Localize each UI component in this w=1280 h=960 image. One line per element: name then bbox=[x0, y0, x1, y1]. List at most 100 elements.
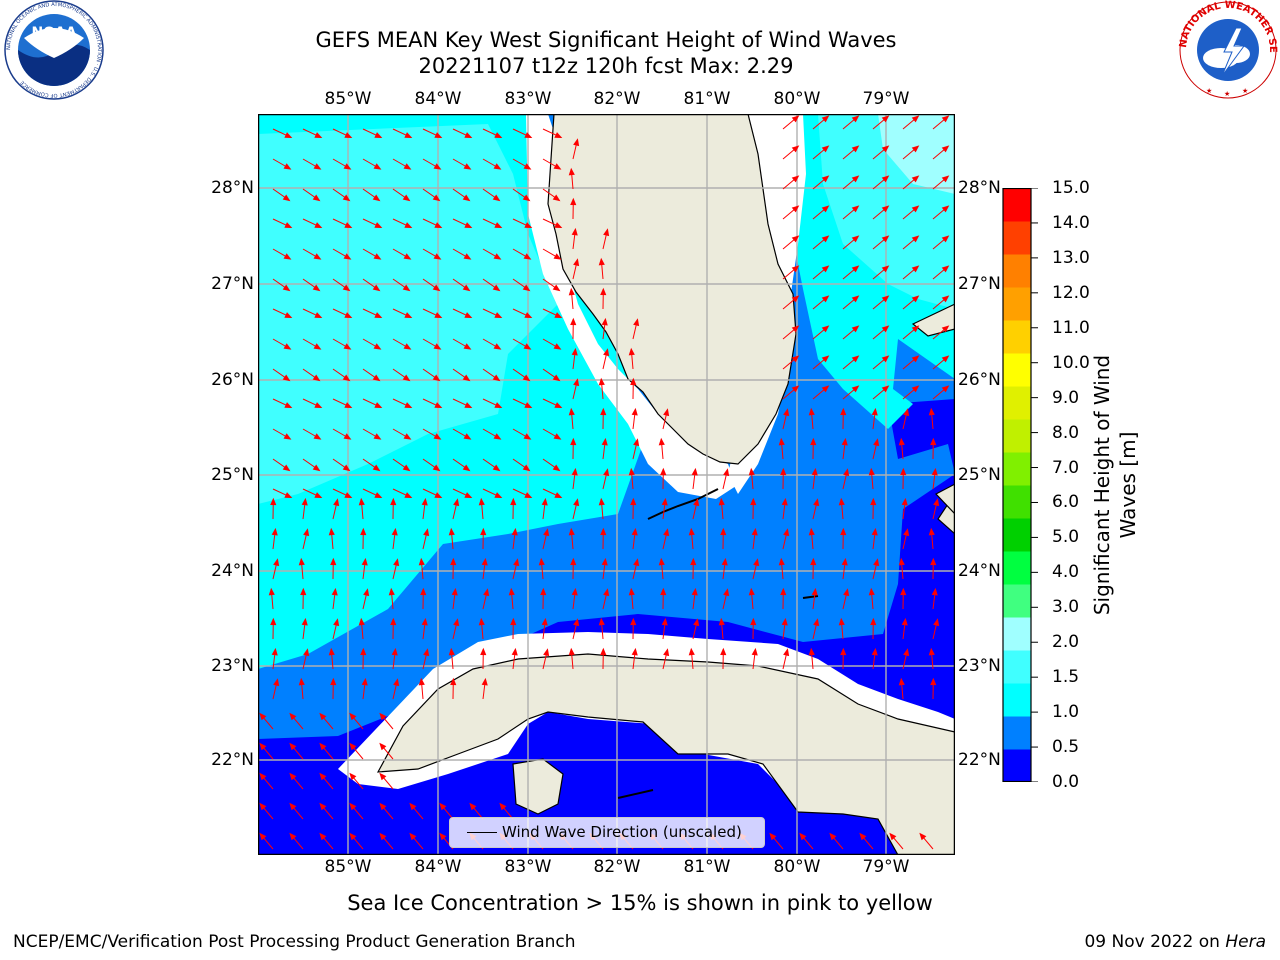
wave-direction-arrow bbox=[512, 278, 531, 292]
wave-direction-arrow bbox=[540, 587, 547, 610]
wave-direction-arrow bbox=[512, 368, 531, 382]
wave-direction-arrow bbox=[628, 587, 635, 610]
wave-direction-arrow bbox=[391, 647, 398, 670]
wave-direction-arrow bbox=[631, 527, 638, 550]
wave-direction-arrow bbox=[422, 428, 442, 440]
wave-direction-arrow bbox=[928, 407, 935, 430]
wave-direction-arrow bbox=[358, 617, 365, 640]
lon-tick-top: 83°W bbox=[504, 89, 552, 109]
lat-tick-left: 25°N bbox=[211, 465, 254, 485]
wave-direction-arrow bbox=[662, 648, 670, 670]
wave-direction-arrow bbox=[332, 458, 351, 472]
wave-direction-arrow bbox=[319, 832, 334, 850]
wave-direction-arrow bbox=[542, 218, 563, 228]
wave-direction-arrow bbox=[542, 278, 561, 292]
wave-direction-arrow bbox=[541, 497, 548, 520]
wave-direction-arrow bbox=[661, 617, 668, 640]
colorbar-segment bbox=[1003, 287, 1031, 321]
wave-direction-arrow bbox=[872, 175, 890, 190]
lon-tick-bottom: 85°W bbox=[324, 857, 372, 877]
colorbar-segment bbox=[1003, 518, 1031, 552]
wave-direction-arrow bbox=[451, 587, 458, 610]
wave-direction-arrow bbox=[409, 832, 424, 850]
wave-direction-arrow bbox=[422, 128, 443, 138]
wave-direction-arrow bbox=[391, 527, 398, 550]
wave-direction-arrow bbox=[379, 832, 394, 850]
wave-direction-arrow bbox=[332, 308, 353, 318]
wave-direction-arrow bbox=[572, 258, 580, 280]
wave-direction-arrow bbox=[542, 458, 561, 472]
wave-direction-arrow bbox=[422, 248, 442, 260]
wave-direction-arrow bbox=[289, 712, 304, 730]
wave-direction-arrow bbox=[602, 588, 610, 610]
wave-direction-arrow bbox=[499, 802, 514, 820]
wave-direction-arrow bbox=[272, 458, 291, 472]
wave-direction-arrow bbox=[482, 158, 502, 170]
wave-direction-arrow bbox=[302, 428, 322, 440]
wave-direction-arrow bbox=[542, 308, 563, 318]
colorbar-tick-label: 0.0 bbox=[1052, 772, 1080, 792]
wave-direction-arrow bbox=[302, 248, 322, 260]
wave-direction-arrow bbox=[259, 802, 274, 820]
colorbar-segment bbox=[1003, 221, 1031, 255]
wave-direction-arrow bbox=[358, 497, 365, 520]
wave-direction-arrow bbox=[930, 677, 937, 700]
wave-direction-arrow bbox=[422, 218, 443, 228]
colorbar-segment bbox=[1003, 188, 1031, 222]
wave-direction-arrow bbox=[332, 278, 351, 292]
colorbar-segment bbox=[1003, 584, 1031, 618]
wave-direction-arrow bbox=[452, 308, 473, 318]
wave-direction-arrow bbox=[512, 128, 533, 138]
wave-direction-arrow bbox=[631, 647, 638, 670]
wave-direction-arrow bbox=[812, 175, 830, 190]
wave-direction-arrow bbox=[271, 527, 278, 550]
wave-direction-arrow bbox=[482, 308, 503, 318]
wave-direction-arrow bbox=[572, 498, 580, 520]
lat-tick-right: 24°N bbox=[958, 561, 1001, 581]
wave-direction-arrow bbox=[898, 437, 905, 460]
wave-direction-arrow bbox=[872, 325, 890, 340]
colorbar-segment bbox=[1003, 485, 1031, 519]
wave-direction-arrow bbox=[332, 158, 352, 170]
footer-date: 09 Nov 2022 on Hera bbox=[1084, 932, 1266, 952]
wave-direction-arrow bbox=[568, 287, 575, 310]
wave-direction-arrow bbox=[482, 128, 503, 138]
wave-direction-arrow bbox=[902, 325, 920, 340]
wave-direction-arrow bbox=[932, 205, 950, 220]
wave-direction-arrow bbox=[302, 278, 321, 292]
wave-direction-arrow bbox=[872, 205, 890, 220]
lat-tick-left: 28°N bbox=[211, 178, 254, 198]
wave-direction-arrow bbox=[902, 385, 920, 400]
wave-direction-arrow bbox=[362, 278, 381, 292]
wave-direction-arrow bbox=[512, 428, 532, 440]
wave-direction-arrow bbox=[662, 528, 670, 550]
lon-tick-top: 85°W bbox=[324, 89, 372, 109]
footer-host: Hera bbox=[1225, 932, 1266, 952]
wave-direction-arrow bbox=[512, 158, 532, 170]
wave-direction-arrow bbox=[319, 742, 334, 760]
wave-direction-arrow bbox=[572, 138, 580, 160]
wave-direction-arrow bbox=[392, 488, 413, 498]
wave-direction-arrow bbox=[871, 647, 878, 670]
wave-direction-arrow bbox=[782, 175, 800, 190]
wave-direction-arrow bbox=[452, 248, 472, 260]
wave-direction-arrow bbox=[541, 617, 548, 640]
wave-direction-arrow bbox=[782, 145, 800, 160]
wave-direction-arrow bbox=[811, 467, 818, 490]
lat-tick-right: 27°N bbox=[958, 274, 1001, 294]
wave-direction-arrow bbox=[812, 385, 830, 400]
legend-label: Wind Wave Direction (unscaled) bbox=[502, 823, 742, 841]
wave-direction-arrow bbox=[422, 158, 442, 170]
footer-date-text: 09 Nov 2022 on bbox=[1084, 932, 1226, 952]
lat-tick-right: 23°N bbox=[958, 656, 1001, 676]
wave-direction-arrow bbox=[751, 527, 758, 550]
wave-direction-arrow bbox=[379, 742, 394, 760]
wave-direction-arrow bbox=[379, 802, 394, 820]
wave-direction-arrow bbox=[598, 497, 605, 520]
wave-direction-arrow bbox=[542, 398, 563, 408]
wave-direction-arrow bbox=[542, 368, 561, 382]
wave-direction-arrow bbox=[838, 497, 845, 520]
colorbar bbox=[1002, 188, 1038, 782]
wave-direction-arrow bbox=[452, 218, 473, 228]
wave-direction-arrow bbox=[512, 338, 532, 350]
